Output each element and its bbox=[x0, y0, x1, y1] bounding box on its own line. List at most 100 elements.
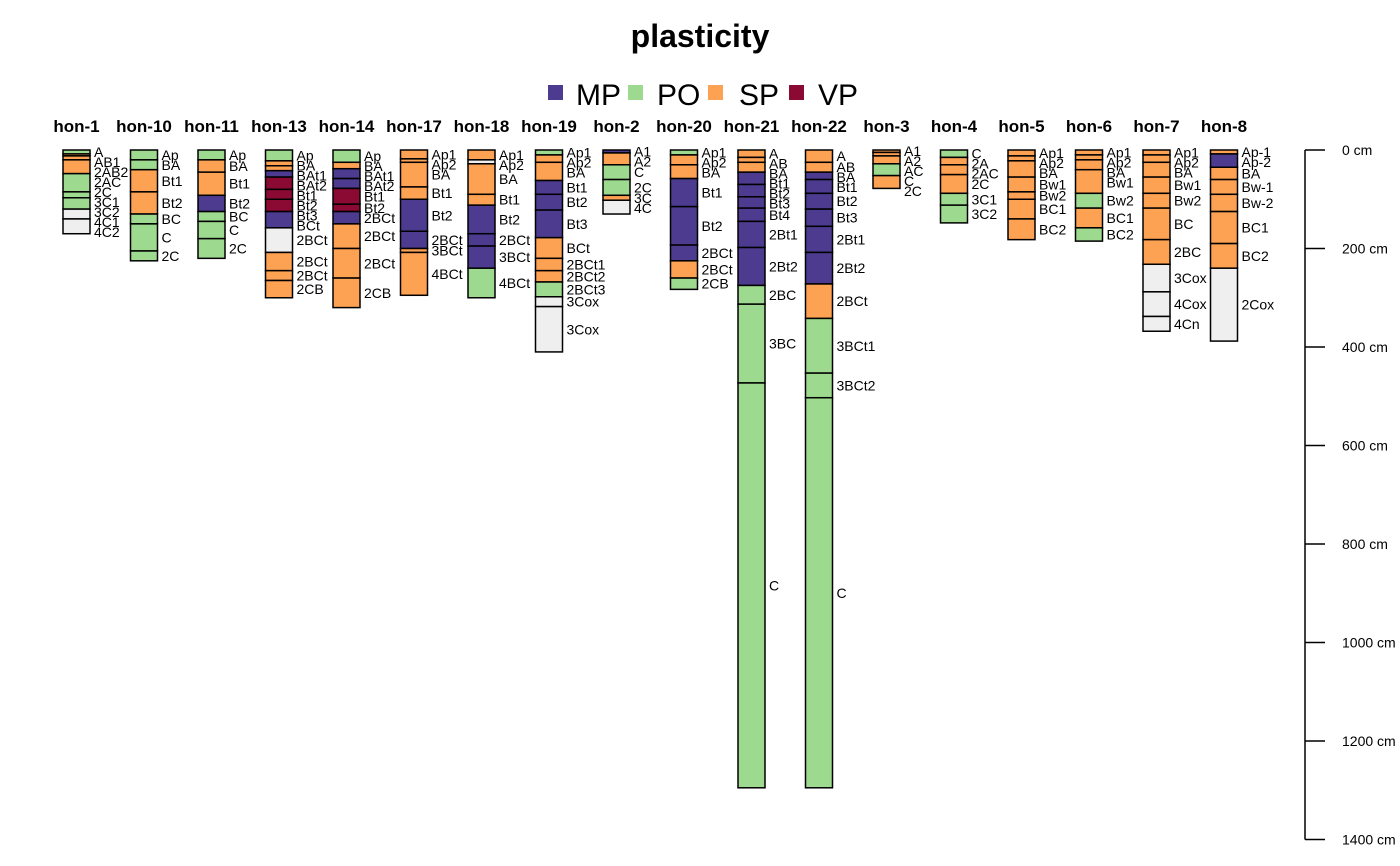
horizon-mp bbox=[264, 169, 294, 178]
horizon-label: 3Cox bbox=[1174, 270, 1207, 286]
legend-swatch-po bbox=[628, 85, 643, 100]
horizon-label: Ap2 bbox=[567, 154, 592, 170]
horizon-sp bbox=[534, 269, 564, 283]
horizon-sp bbox=[332, 161, 361, 170]
horizon-label: 2C bbox=[94, 184, 112, 200]
horizon-sp bbox=[534, 236, 564, 260]
horizon-sp bbox=[872, 174, 901, 190]
horizon-label: Bw1 bbox=[1174, 177, 1201, 193]
horizon-label: 4Cn bbox=[1174, 316, 1200, 332]
horizon-label: 2BCt bbox=[702, 245, 733, 261]
legend-label-vp: VP bbox=[818, 79, 858, 112]
profile-id-label: hon-6 bbox=[1066, 117, 1112, 136]
horizon-sp bbox=[1074, 207, 1104, 229]
depth-tick-label: 800 cm bbox=[1342, 536, 1388, 552]
horizon-label: Ap1 bbox=[702, 144, 727, 160]
horizon-label: Bt1 bbox=[499, 192, 520, 208]
horizon-na bbox=[1142, 263, 1171, 293]
horizon-mp bbox=[804, 208, 834, 228]
horizon-label: A2 bbox=[634, 153, 651, 169]
horizon-label: C bbox=[634, 164, 644, 180]
horizon-label: BA bbox=[499, 171, 518, 187]
horizon-label: Bt2 bbox=[499, 211, 520, 227]
horizon-label: Bt2 bbox=[364, 200, 385, 216]
horizon-mp bbox=[534, 209, 564, 239]
horizon-sp bbox=[1142, 192, 1171, 209]
horizon-sp bbox=[804, 161, 834, 173]
horizon-label: Bw2 bbox=[1174, 193, 1201, 209]
horizon-sp bbox=[1142, 161, 1171, 178]
profiles-group: hon-1AAB12AB22AC2C3C13C24C14C2hon-10ApBA… bbox=[53, 117, 1275, 789]
horizon-label: BC2 bbox=[1107, 226, 1134, 242]
horizon-label: Bw1 bbox=[1107, 174, 1134, 190]
horizon-mp bbox=[467, 245, 496, 269]
horizon-label: 4Cox bbox=[1174, 296, 1207, 312]
horizon-label: 2BCt bbox=[364, 255, 395, 271]
horizon-sp bbox=[399, 251, 429, 297]
horizon-sp bbox=[1142, 176, 1171, 195]
horizon-sp bbox=[534, 257, 564, 272]
chart-title: plasticity bbox=[631, 18, 770, 54]
horizon-sp bbox=[1209, 210, 1239, 245]
horizon-sp bbox=[804, 283, 834, 320]
horizon-label: BA bbox=[1039, 165, 1058, 181]
horizon-sp bbox=[737, 161, 766, 173]
horizon-mp bbox=[399, 198, 429, 233]
horizon-label: Ap2 bbox=[1107, 154, 1132, 170]
horizon-mp bbox=[1209, 153, 1239, 168]
horizon-po bbox=[872, 163, 901, 177]
horizon-label: Ap2 bbox=[1039, 155, 1064, 171]
horizon-po bbox=[737, 382, 766, 789]
depth-tick-label: 1400 cm bbox=[1342, 832, 1396, 848]
horizon-sp bbox=[1007, 160, 1036, 178]
horizon-label: Bt1 bbox=[364, 188, 385, 204]
horizon-label: 3Cox bbox=[567, 321, 600, 337]
horizon-label: 3BC bbox=[769, 336, 796, 352]
horizon-vp bbox=[264, 176, 294, 191]
horizon-label: Ap-2 bbox=[1242, 154, 1272, 170]
horizon-na bbox=[534, 296, 564, 308]
horizon-label: BA bbox=[702, 164, 721, 180]
horizon-mp bbox=[534, 179, 564, 196]
depth-tick-label: 1000 cm bbox=[1342, 635, 1396, 651]
horizon-label: 2Bt2 bbox=[837, 260, 866, 276]
horizon-po bbox=[197, 237, 226, 260]
profile-id-label: hon-21 bbox=[724, 117, 780, 136]
horizon-label: Ap1 bbox=[499, 147, 524, 163]
horizon-label: Ap bbox=[297, 147, 314, 163]
horizon-label: 2BCt bbox=[364, 228, 395, 244]
profile-id-label: hon-22 bbox=[791, 117, 847, 136]
profile-id-label: hon-11 bbox=[184, 117, 239, 136]
horizon-label: BA bbox=[229, 158, 248, 174]
horizon-vp bbox=[332, 203, 361, 213]
horizon-sp bbox=[1074, 168, 1104, 195]
horizon-mp bbox=[737, 207, 766, 223]
horizon-label: Bw2 bbox=[1107, 193, 1134, 209]
legend-label-sp: SP bbox=[739, 79, 779, 112]
horizon-label: AB bbox=[769, 156, 788, 172]
horizon-sp bbox=[534, 161, 564, 182]
horizon-sp bbox=[399, 186, 429, 200]
horizon-sp bbox=[332, 277, 361, 309]
horizon-label: 3C1 bbox=[94, 194, 120, 210]
horizon-label: 3BCt2 bbox=[837, 377, 876, 393]
horizon-label: 2Cox bbox=[1242, 297, 1275, 313]
horizon-label: Ap2 bbox=[1174, 154, 1199, 170]
horizon-po bbox=[737, 284, 766, 305]
horizon-po bbox=[62, 197, 91, 210]
horizon-label: A bbox=[837, 148, 847, 164]
horizon-label: AC bbox=[904, 163, 923, 179]
profile-id-label: hon-3 bbox=[863, 117, 909, 136]
horizon-vp bbox=[332, 187, 361, 205]
profile-id-label: hon-1 bbox=[53, 117, 99, 136]
horizon-label: BCt bbox=[297, 217, 320, 233]
horizon-sp bbox=[939, 156, 969, 166]
horizon-label: Bt2 bbox=[297, 197, 318, 213]
horizon-label: 3C2 bbox=[972, 206, 998, 222]
horizon-sp bbox=[399, 149, 429, 160]
horizon-label: 3BCt bbox=[499, 249, 530, 265]
